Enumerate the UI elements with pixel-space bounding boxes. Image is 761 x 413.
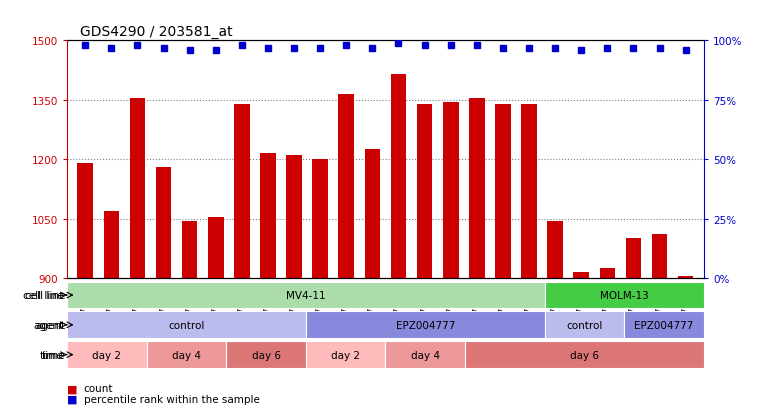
Bar	[208, 217, 224, 278]
Bar	[67, 312, 306, 338]
Text: ■: ■	[67, 394, 78, 404]
Bar	[545, 312, 624, 338]
Bar	[156, 168, 171, 278]
Bar	[624, 312, 704, 338]
Bar	[339, 95, 354, 278]
Bar	[547, 221, 563, 278]
Bar	[390, 75, 406, 278]
Text: day 4: day 4	[411, 350, 440, 360]
Bar	[103, 211, 119, 278]
Bar	[651, 235, 667, 278]
Text: time: time	[42, 350, 65, 360]
Bar	[147, 342, 226, 368]
Bar	[626, 239, 642, 278]
Bar	[286, 156, 302, 278]
Bar	[573, 273, 589, 278]
Bar	[545, 282, 704, 309]
Text: MOLM-13: MOLM-13	[600, 290, 648, 300]
Bar	[365, 150, 380, 278]
Bar	[67, 282, 545, 309]
Text: cell line: cell line	[24, 290, 64, 300]
Text: percentile rank within the sample: percentile rank within the sample	[84, 394, 260, 404]
Bar	[495, 104, 511, 278]
Bar	[306, 342, 386, 368]
Text: MV4-11: MV4-11	[286, 290, 326, 300]
Bar	[226, 342, 306, 368]
Text: day 4: day 4	[172, 350, 201, 360]
Text: count: count	[84, 383, 113, 393]
Bar	[182, 221, 198, 278]
Bar	[234, 104, 250, 278]
Text: cell line: cell line	[25, 290, 65, 300]
Bar	[417, 104, 432, 278]
Text: agent: agent	[33, 320, 64, 330]
Bar	[678, 276, 693, 278]
Bar	[443, 102, 459, 278]
Bar	[469, 99, 485, 278]
Text: day 6: day 6	[252, 350, 281, 360]
Text: day 2: day 2	[92, 350, 121, 360]
Bar	[386, 342, 465, 368]
Text: ■: ■	[67, 383, 78, 393]
Text: agent: agent	[36, 320, 65, 330]
Bar	[78, 164, 93, 278]
Text: control: control	[566, 320, 603, 330]
Bar	[67, 342, 147, 368]
Bar	[306, 312, 545, 338]
Text: EPZ004777: EPZ004777	[396, 320, 455, 330]
Text: EPZ004777: EPZ004777	[635, 320, 694, 330]
Bar	[521, 104, 537, 278]
Text: day 6: day 6	[570, 350, 599, 360]
Bar	[312, 160, 328, 278]
Bar	[129, 99, 145, 278]
Bar	[600, 268, 615, 278]
Text: time: time	[40, 350, 64, 360]
Bar	[465, 342, 704, 368]
Bar	[260, 154, 275, 278]
Text: control: control	[168, 320, 205, 330]
Text: day 2: day 2	[331, 350, 360, 360]
Text: GDS4290 / 203581_at: GDS4290 / 203581_at	[80, 25, 232, 39]
